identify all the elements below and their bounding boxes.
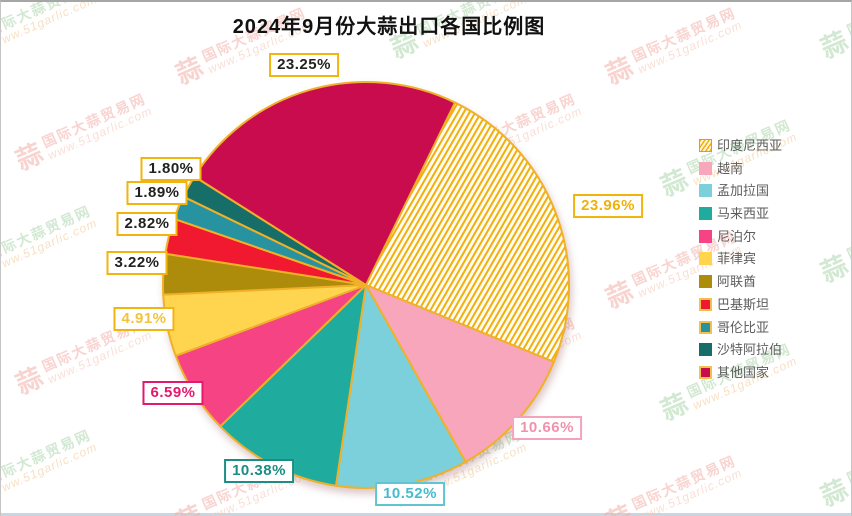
legend-swatch-others — [699, 365, 712, 379]
legend-label-bangladesh: 孟加拉国 — [717, 183, 770, 199]
bottom-divider — [1, 513, 851, 516]
legend-label-pakistan: 巴基斯坦 — [717, 296, 770, 312]
legend-item-colombia[interactable]: 哥伦比亚 — [699, 319, 782, 335]
legend-item-others[interactable]: 其他国家 — [699, 364, 782, 380]
chart-legend: 印度尼西亚越南孟加拉国马来西亚尼泊尔菲律宾阿联酋巴基斯坦哥伦比亚沙特阿拉伯其他国… — [699, 139, 782, 389]
legend-label-indonesia: 印度尼西亚 — [717, 138, 783, 153]
legend-item-malaysia[interactable]: 马来西亚 — [699, 206, 782, 222]
legend-swatch-saudi-arabia — [699, 343, 712, 357]
legend-label-vietnam: 越南 — [717, 160, 744, 176]
slice-label-philippines: 4.91% — [113, 307, 175, 331]
legend-swatch-bangladesh — [699, 184, 712, 198]
legend-item-nepal[interactable]: 尼泊尔 — [699, 228, 782, 244]
legend-label-others: 其他国家 — [717, 364, 770, 380]
slice-label-bangladesh: 10.52% — [375, 482, 445, 506]
legend-label-saudi-arabia: 沙特阿拉伯 — [717, 342, 783, 358]
legend-item-pakistan[interactable]: 巴基斯坦 — [699, 296, 782, 312]
chart-title: 2024年9月份大蒜出口各国比例图 — [232, 16, 546, 38]
legend-swatch-nepal — [699, 229, 712, 243]
legend-swatch-malaysia — [699, 207, 712, 221]
legend-label-nepal: 尼泊尔 — [717, 228, 757, 244]
legend-item-indonesia[interactable]: 印度尼西亚 — [699, 139, 782, 152]
legend-swatch-colombia — [699, 320, 712, 334]
legend-swatch-philippines — [699, 252, 712, 266]
legend-swatch-indonesia — [699, 139, 712, 152]
legend-item-saudi-arabia[interactable]: 沙特阿拉伯 — [699, 342, 783, 358]
slice-label-vietnam: 10.66% — [512, 416, 582, 440]
slice-label-malaysia: 10.38% — [224, 459, 294, 483]
slice-label-nepal: 6.59% — [142, 381, 204, 405]
legend-label-philippines: 菲律宾 — [717, 251, 757, 267]
slice-label-pakistan: 2.82% — [116, 212, 178, 236]
slice-label-saudi-arabia: 1.80% — [140, 157, 202, 181]
legend-item-vietnam[interactable]: 越南 — [699, 160, 782, 176]
pie-slice-others[interactable] — [193, 81, 456, 286]
legend-label-uae: 阿联酋 — [717, 274, 757, 290]
slice-label-colombia: 1.89% — [126, 181, 188, 205]
legend-label-colombia: 哥伦比亚 — [717, 319, 770, 335]
legend-swatch-uae — [699, 275, 712, 289]
slice-label-indonesia: 23.96% — [573, 194, 643, 218]
legend-swatch-pakistan — [699, 297, 712, 311]
slice-label-others: 23.25% — [269, 53, 339, 77]
slice-label-uae: 3.22% — [106, 251, 168, 275]
legend-item-philippines[interactable]: 菲律宾 — [699, 251, 782, 267]
pie-slice-indonesia[interactable] — [365, 101, 570, 363]
legend-swatch-vietnam — [699, 161, 712, 175]
legend-label-malaysia: 马来西亚 — [717, 206, 770, 222]
legend-item-uae[interactable]: 阿联酋 — [699, 274, 782, 290]
legend-item-bangladesh[interactable]: 孟加拉国 — [699, 183, 782, 199]
